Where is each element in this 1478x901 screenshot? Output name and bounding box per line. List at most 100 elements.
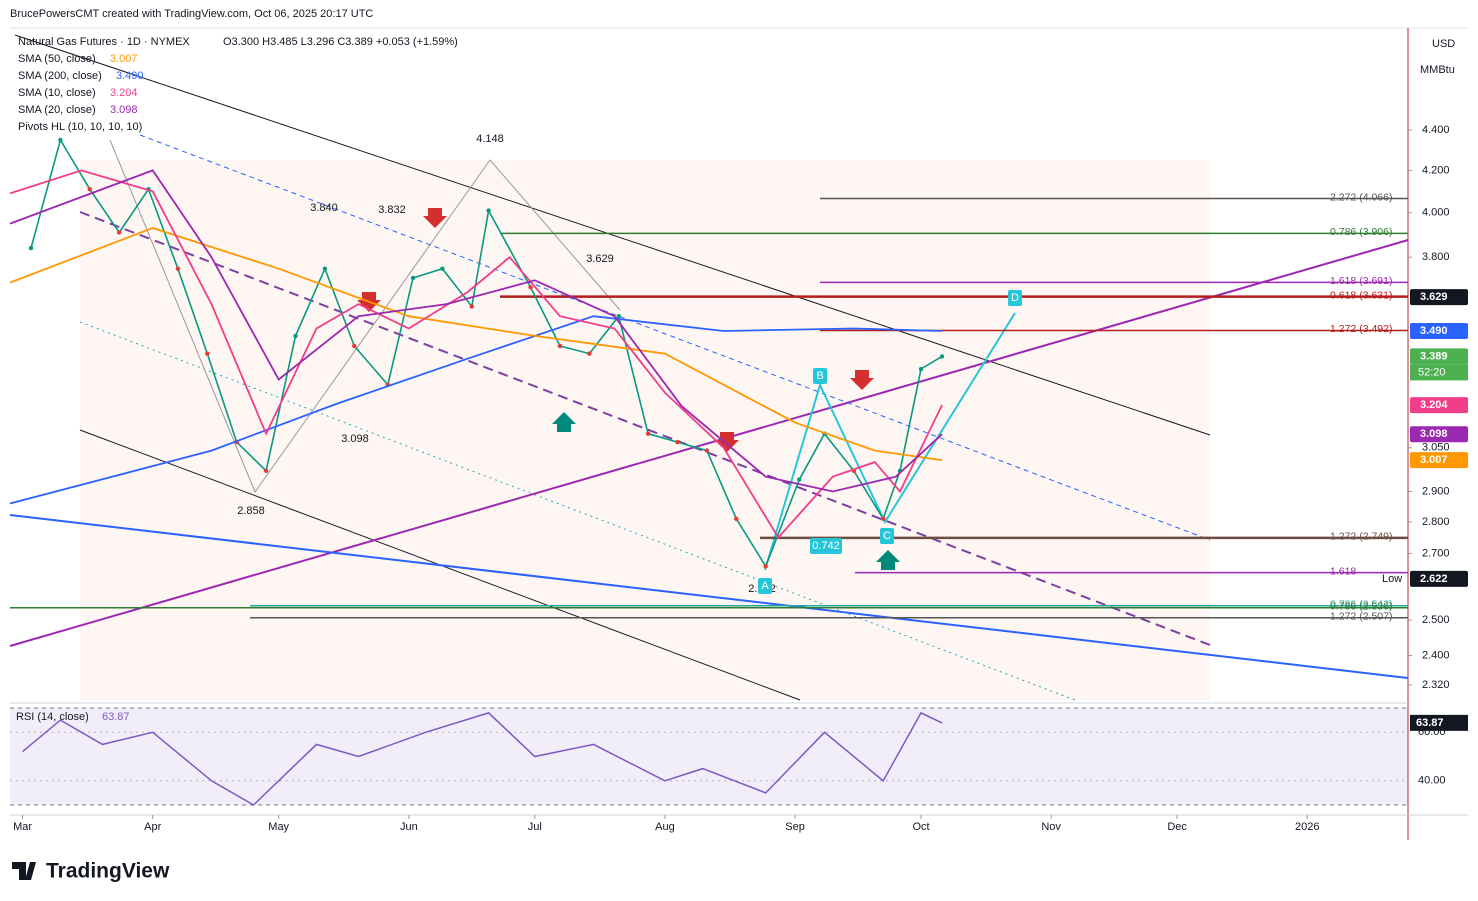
annotation: A (761, 580, 769, 592)
fib-label: 1.618 (1330, 565, 1356, 577)
brand: TradingView (46, 860, 170, 883)
fib-label: 0.786 (3.906) (1330, 226, 1392, 238)
price-point (675, 439, 680, 445)
fib-label: 1.272 (2.507) (1330, 611, 1392, 623)
y-tick-label: 3.050 (1422, 442, 1450, 454)
logo: TradingView (12, 860, 170, 883)
fib-label: 2.272 (4.066) (1330, 191, 1392, 203)
price-tag (1410, 570, 1468, 587)
header: BrucePowersCMT created with TradingView.… (10, 8, 373, 20)
rsi-tick-label: 40.00 (1418, 775, 1446, 787)
countdown: 52:20 (1418, 366, 1446, 378)
rsi-value: 63.87 (102, 711, 130, 723)
annotation-box (758, 578, 772, 594)
price-point (587, 351, 592, 356)
annotation: 3.098 (341, 433, 369, 445)
x-tick-label: May (268, 821, 289, 833)
up-arrow (876, 550, 900, 570)
channel-top (14, 34, 1211, 436)
legend-label: Pivots HL (10, 10, 10, 10) (18, 121, 142, 133)
trendline (9, 239, 1409, 647)
price-point (410, 275, 416, 281)
logo-mark (12, 862, 36, 880)
y-tick-label: 4.400 (1422, 124, 1450, 136)
rsi-tag (1410, 714, 1468, 731)
y-tick-label: 2.900 (1422, 485, 1450, 497)
price-point (734, 516, 739, 522)
legend-value: 3.490 (116, 70, 144, 82)
annotation-box (810, 538, 842, 554)
low-tag: Low (1382, 573, 1402, 585)
price-point (116, 230, 122, 235)
fib-label: 0.618 (3.631) (1330, 289, 1392, 301)
x-tick-label: Aug (655, 821, 675, 833)
upper-line (139, 134, 1211, 541)
sma-line (9, 315, 943, 505)
unit: MMBtu (1420, 64, 1455, 76)
rsi-line (22, 711, 943, 806)
rsi-title: RSI (14, close) (16, 711, 89, 723)
fib-label: 1.272 (3.492) (1330, 323, 1392, 335)
x-tick-label: 2026 (1295, 821, 1319, 833)
pivot-lines (109, 139, 621, 494)
up-arrow (552, 412, 576, 432)
legend-label: SMA (10, close) (18, 87, 96, 99)
x-tick-label: Oct (912, 821, 929, 833)
price-point (469, 304, 475, 309)
rsi-band (10, 708, 1408, 805)
annotation: 0.742 (812, 540, 840, 552)
price-tag (1410, 426, 1468, 443)
sma-line (9, 169, 943, 540)
price-point (58, 137, 63, 143)
fib-label: 1.618 (3.691) (1330, 275, 1392, 287)
x-tick-label: Jun (400, 821, 418, 833)
legend-label: Natural Gas Futures · 1D · NYMEX (18, 36, 190, 48)
annotation: 3.840 (310, 202, 338, 214)
price-tag-label: 3.490 (1420, 325, 1448, 337)
price-point (918, 366, 924, 372)
currency: USD (1432, 38, 1455, 50)
price-point (557, 343, 563, 349)
price-point (486, 208, 491, 213)
annotation: D (1011, 292, 1019, 304)
down-arrow (850, 370, 874, 390)
price-point (352, 343, 357, 349)
abcd-pattern (764, 312, 1016, 571)
trendline (9, 514, 1409, 679)
rsi-tag-label: 63.87 (1416, 717, 1444, 729)
arrows (357, 208, 900, 570)
annotation: 4.148 (476, 133, 504, 145)
y-tick-label: 4.200 (1422, 164, 1450, 176)
fib-label: 0.786 (2.536) (1330, 601, 1392, 613)
price-point (322, 266, 328, 271)
price-point (528, 285, 533, 290)
countdown-box (1410, 364, 1468, 381)
y-tick-label: 2.320 (1422, 679, 1450, 691)
price-tag-label: 3.204 (1420, 399, 1448, 411)
x-tick-label: Dec (1167, 821, 1187, 833)
down-arrow (715, 432, 739, 452)
price-tag-label: 3.007 (1420, 454, 1448, 466)
price-tag-label: 2.622 (1420, 573, 1448, 585)
x-tick-label: Nov (1041, 821, 1061, 833)
price-point (175, 266, 181, 271)
price-tag-label: 3.389 (1420, 350, 1448, 362)
price-point (645, 431, 651, 436)
x-tick-label: Jul (528, 821, 542, 833)
legend-label: SMA (50, close) (18, 53, 96, 65)
y-tick-label: 2.500 (1422, 614, 1450, 626)
sma-line (9, 227, 943, 461)
y-tick-label: 2.400 (1422, 649, 1450, 661)
annotation: 3.832 (378, 204, 406, 216)
channel-fill (80, 160, 1210, 700)
annotation-box (880, 528, 894, 544)
y-tick-label: 2.700 (1422, 547, 1450, 559)
price-point (205, 351, 210, 356)
annotation: C (883, 530, 891, 542)
legend-label: SMA (200, close) (18, 70, 102, 82)
price-tag (1410, 452, 1468, 469)
price-point (881, 516, 886, 522)
sma-line (9, 169, 943, 493)
